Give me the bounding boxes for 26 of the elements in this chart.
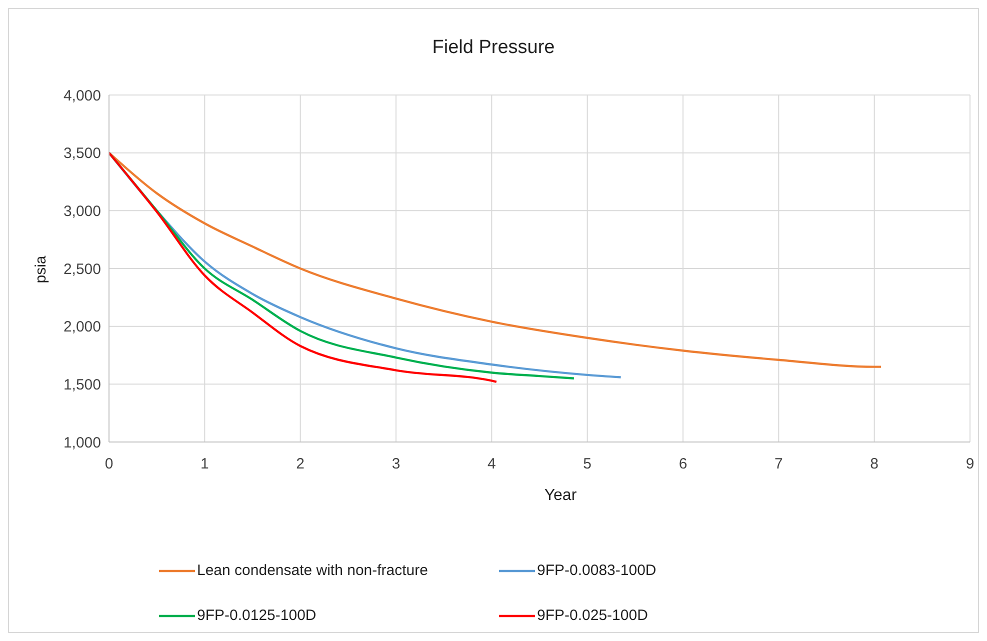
x-tick-label: 6 [678,456,688,473]
x-tick-label: 7 [774,456,783,473]
x-tick-label: 0 [104,456,114,473]
y-tick-label: 2,500 [63,260,101,278]
x-tick-label: 8 [870,456,879,473]
y-tick-label: 1,000 [63,434,101,452]
chart-title: Field Pressure [431,37,556,59]
legend-label: 9FP-0.0125-100D [197,607,316,624]
line-series [109,152,882,368]
x-tick-label: 3 [392,456,400,473]
y-tick-label: 1,500 [63,376,101,394]
x-tick-label: 9 [966,456,974,473]
y-tick-label: 4,000 [63,87,101,104]
x-tick-label: 2 [296,456,305,473]
y-tick-label: 3,000 [63,202,101,220]
y-tick-label: 3,500 [63,145,101,162]
legend-label: 9FP-0.025-100D [537,607,648,624]
x-tick-label: 4 [487,456,496,473]
legend-label: Lean condensate with non-fracture [197,562,428,579]
x-tick-label: 1 [200,456,209,473]
y-axis-title: psia [32,256,50,284]
legend-label: 9FP-0.0083-100D [537,562,656,579]
x-tick-label: 5 [583,456,592,473]
x-axis-title: Year [543,487,578,505]
y-tick-label: 2,000 [63,318,101,336]
line-series [109,152,498,383]
